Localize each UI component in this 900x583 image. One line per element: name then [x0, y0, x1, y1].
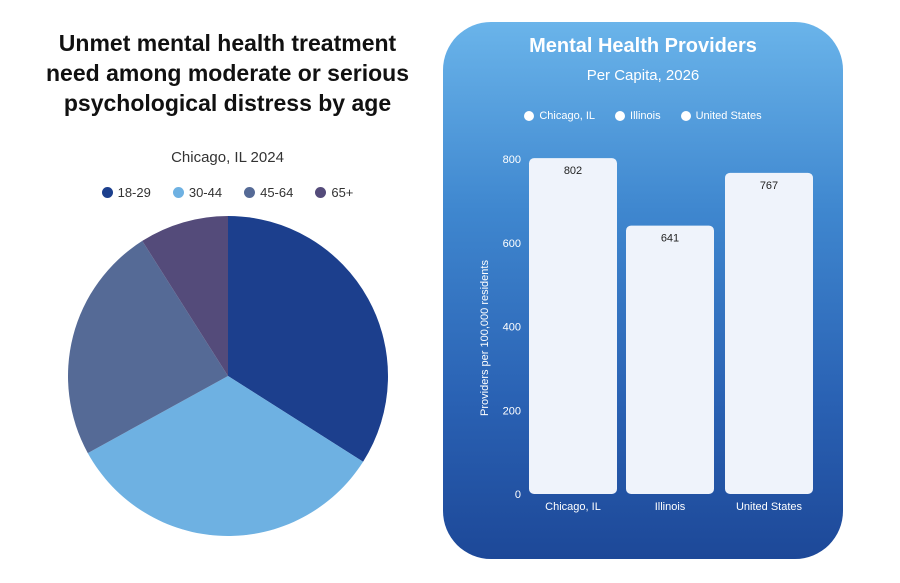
bar-United States — [725, 172, 813, 494]
y-tick-label: 0 — [515, 489, 521, 501]
pie-legend-swatch — [315, 187, 327, 198]
bar-legend-item: Chicago, IL — [524, 110, 595, 122]
bar-legend-label: Illinois — [630, 110, 661, 122]
bar-legend-item: United States — [680, 110, 762, 122]
pie-legend-swatch — [101, 187, 113, 198]
pie-legend-label: 65+ — [331, 185, 354, 200]
bar-legend-swatch — [524, 111, 535, 121]
pie-legend-label: 30-44 — [188, 185, 223, 200]
bar-Chicago, IL — [529, 158, 617, 494]
pie-legend: 18-29 30-44 45-64 65+ — [45, 185, 410, 200]
pie-legend-swatch — [172, 187, 184, 198]
bar-legend-item: Illinois — [615, 110, 661, 122]
pie-legend-item: 45-64 — [244, 185, 293, 200]
x-tick-label: Illinois — [655, 501, 686, 513]
pie-slice-45-64 — [67, 240, 228, 454]
bar-Illinois — [626, 225, 714, 495]
pie-legend-item: 18-29 — [101, 185, 151, 200]
pie-legend-swatch — [244, 187, 256, 198]
bar-legend-swatch — [680, 111, 691, 121]
pie-legend-item: 65+ — [315, 185, 353, 200]
bar-value-label: 641 — [661, 233, 679, 245]
bar-chart-title: Mental Health Providers — [529, 35, 757, 57]
bar-chart-subtitle: Per Capita, 2026 — [586, 67, 700, 84]
bar-legend: Chicago, IL Illinois United States — [443, 110, 843, 122]
pie-legend-label: 45-64 — [260, 185, 294, 200]
x-tick-label: Chicago, IL — [545, 501, 601, 513]
bar-legend-label: United States — [695, 110, 762, 122]
bar-legend-label: Chicago, IL — [539, 110, 596, 122]
y-tick-label: 200 — [503, 405, 521, 417]
pie-slice-30-44 — [87, 376, 364, 536]
bar-chart-plot: 0 200 400 600 800 802 Chicago, IL 641 Illinois 76… — [503, 154, 813, 513]
y-tick-label: 600 — [503, 238, 521, 250]
pie-legend-label: 18-29 — [117, 185, 151, 200]
x-tick-label: United States — [736, 501, 803, 513]
pie-chart-title: Unmet mental health treatment need among… — [46, 30, 409, 116]
bar-legend-swatch — [615, 111, 626, 121]
pie-slice-65+ — [142, 216, 228, 376]
bar-value-label: 802 — [564, 165, 582, 177]
y-tick-label: 400 — [503, 322, 521, 334]
pie-chart-subtitle: Chicago, IL 2024 — [171, 149, 284, 166]
y-axis-label: Providers per 100,000 residents — [479, 260, 491, 416]
y-tick-label: 800 — [503, 154, 521, 166]
pie-slice-18-29 — [228, 216, 388, 462]
pie-chart — [67, 216, 388, 536]
bar-value-label: 767 — [760, 180, 778, 192]
pie-legend-item: 30-44 — [172, 185, 223, 200]
bar-chart-card: Mental Health Providers Per Capita, 2026… — [443, 22, 843, 559]
